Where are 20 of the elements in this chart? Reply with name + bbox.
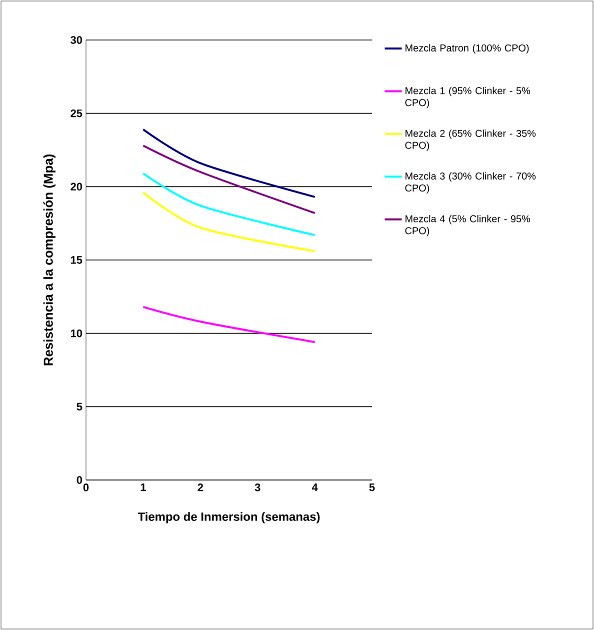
- x-tick-label: 2: [198, 484, 204, 492]
- legend-label: Mezcla 2 (65% Clinker - 35% CPO): [405, 130, 536, 151]
- x-axis-title: Tiempo de Inmersion (semanas): [138, 512, 320, 524]
- y-tick-label: 10: [70, 329, 82, 338]
- y-tick-label: 15: [70, 256, 82, 264]
- x-tick-label: 1: [140, 484, 146, 492]
- legend-label: Mezcla 4 (5% Clinker - 95% CPO): [405, 214, 530, 236]
- y-tick-label: 20: [70, 182, 82, 191]
- y-tick-label: 25: [70, 109, 82, 118]
- x-tick-label: 3: [254, 484, 260, 492]
- y-tick-label: 0: [76, 476, 82, 484]
- x-tick-label: 5: [369, 484, 375, 492]
- y-axis-title: Resistencia a la compresión (Mpa): [43, 154, 56, 366]
- legend-label: Mezcla Patron (100% CPO): [406, 44, 529, 54]
- x-tick-label: 0: [83, 484, 89, 492]
- x-tick-label: 4: [312, 484, 318, 492]
- y-tick-label: 5: [76, 402, 82, 410]
- legend-label: Mezcla 1 (95% Clinker - 5% CPO): [405, 86, 530, 108]
- legend-label: Mezcla 3 (30% Clinker - 70% CPO): [405, 172, 536, 194]
- y-tick-label: 30: [70, 36, 82, 44]
